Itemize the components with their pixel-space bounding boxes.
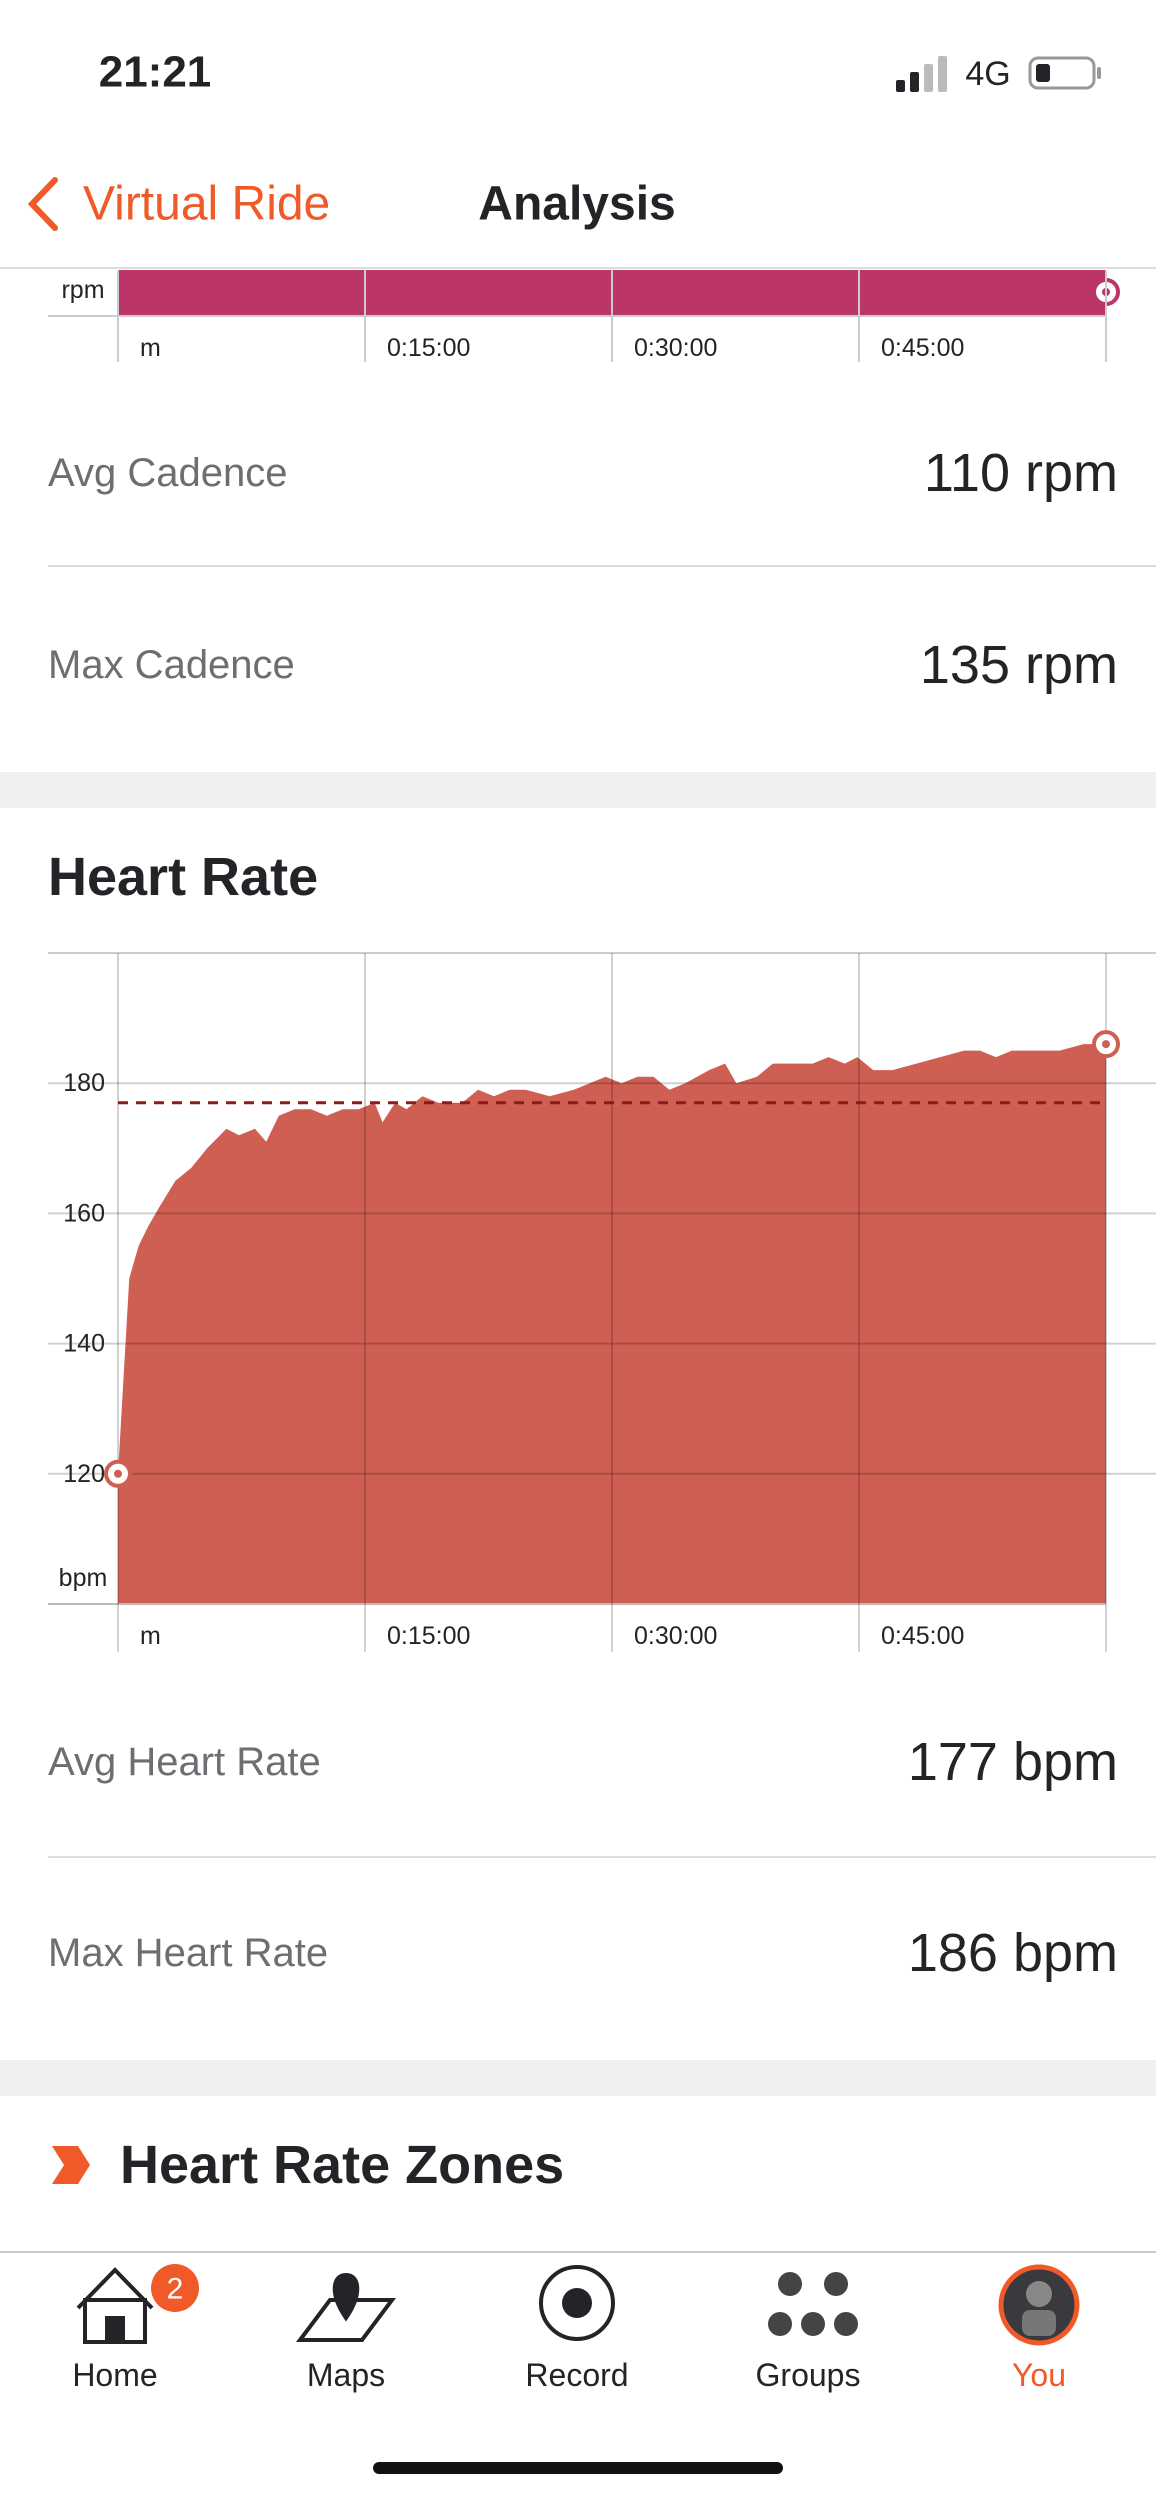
x-tick-label: 0:30:00 — [634, 1622, 717, 1650]
tab-label[interactable]: Groups — [756, 2357, 861, 2393]
stat-value: 110 rpm — [924, 443, 1118, 503]
badge — [151, 2264, 199, 2312]
x-tick-label: 0:45:00 — [881, 1622, 964, 1650]
cadence-x-tick-label: 0:30:00 — [634, 334, 717, 362]
tab-label[interactable]: Maps — [307, 2357, 385, 2393]
nav-title: Analysis — [478, 178, 675, 231]
stat-label: Max Heart Rate — [48, 1931, 328, 1975]
x-tick-label: m — [140, 1622, 161, 1650]
stat-label: Avg Heart Rate — [48, 1740, 321, 1784]
x-tick-label: 0:15:00 — [387, 1622, 470, 1650]
tab-labels: Home Maps Record Groups You — [72, 2357, 1066, 2393]
clock: 21:21 — [99, 48, 212, 97]
back-label[interactable]: Virtual Ride — [83, 178, 330, 231]
icon-home[interactable] — [76, 2267, 154, 2344]
y-tick-label: 180 — [63, 1069, 105, 1097]
cadence-x-tick-label: 0:15:00 — [387, 334, 470, 362]
cadence-x-tick-label: m — [140, 334, 161, 362]
battery — [1028, 56, 1101, 90]
zones-icon — [52, 2146, 90, 2184]
back-button[interactable]: Virtual Ride — [27, 177, 330, 231]
tab-label[interactable]: Home — [72, 2357, 157, 2393]
y-axis-label: bpm — [59, 1564, 108, 1592]
area — [118, 1044, 1106, 1604]
section-gap — [0, 2060, 1156, 2096]
tab-label[interactable]: You — [1012, 2357, 1066, 2393]
section-title: Heart Rate — [48, 847, 318, 907]
tab-label[interactable]: Record — [525, 2357, 628, 2393]
point-marker-dot — [1102, 1040, 1110, 1049]
cadence-ticks: m 0:15:00 0:30:00 0:45:00 — [117, 270, 1107, 362]
cadence-y-label: rpm — [61, 276, 104, 304]
section-gap — [0, 772, 1156, 808]
icon-you[interactable] — [998, 2264, 1080, 2346]
y-tick-label: 140 — [63, 1330, 105, 1358]
network: 4G — [965, 55, 1010, 93]
stat-label: Avg Cadence — [48, 451, 287, 495]
section-title: Heart Rate Zones — [120, 2135, 564, 2195]
point-marker-dot — [114, 1469, 122, 1478]
stat-value: 135 rpm — [920, 635, 1118, 695]
stat-value: 186 bpm — [908, 1923, 1118, 1983]
icon-maps[interactable] — [296, 2272, 396, 2342]
home-indicator — [373, 2462, 783, 2474]
icon-record[interactable] — [539, 2265, 615, 2341]
y-tick-label: 160 — [63, 1199, 105, 1227]
stat-label: Max Cadence — [48, 643, 295, 687]
cadence-x-tick-label: 0:45:00 — [881, 334, 964, 362]
y-tick-label: 120 — [63, 1460, 105, 1488]
back-arrow[interactable] — [27, 177, 58, 231]
signal — [896, 56, 947, 92]
badge-count: 2 — [167, 2273, 184, 2306]
heart-rate-chart: 120 140 160 180 bpm m 0:15:00 0:30:00 0:45:00 — [48, 952, 1156, 1652]
stat-value: 177 bpm — [908, 1732, 1118, 1792]
icon-groups[interactable] — [768, 2272, 858, 2336]
